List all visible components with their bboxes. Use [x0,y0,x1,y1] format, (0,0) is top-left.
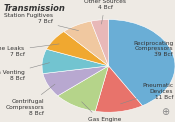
Text: Station Venting
8 Bcf: Station Venting 8 Bcf [0,63,50,81]
Wedge shape [95,66,142,112]
Text: ⊕: ⊕ [162,107,170,117]
Text: Gas Engine
Exhaust
10 Bcf: Gas Engine Exhaust 10 Bcf [82,102,122,122]
Wedge shape [108,20,175,106]
Wedge shape [46,31,108,66]
Wedge shape [42,49,108,74]
Wedge shape [58,66,108,111]
Wedge shape [64,21,108,66]
Text: Pipeline Leaks
7 Bcf: Pipeline Leaks 7 Bcf [0,44,59,57]
Text: Reciprocating
Compressors
39 Bcf: Reciprocating Compressors 39 Bcf [133,41,173,57]
Text: Pneumatic
Devices
11 Bcf: Pneumatic Devices 11 Bcf [121,83,173,104]
Wedge shape [91,20,108,66]
Text: Other Sources
4 Bcf: Other Sources 4 Bcf [84,0,126,24]
Text: Transmission: Transmission [4,4,65,13]
Text: Centrifugal
Compressors
8 Bcf: Centrifugal Compressors 8 Bcf [5,84,55,116]
Text: Station Fugitives
7 Bcf: Station Fugitives 7 Bcf [4,13,79,31]
Wedge shape [43,66,108,96]
